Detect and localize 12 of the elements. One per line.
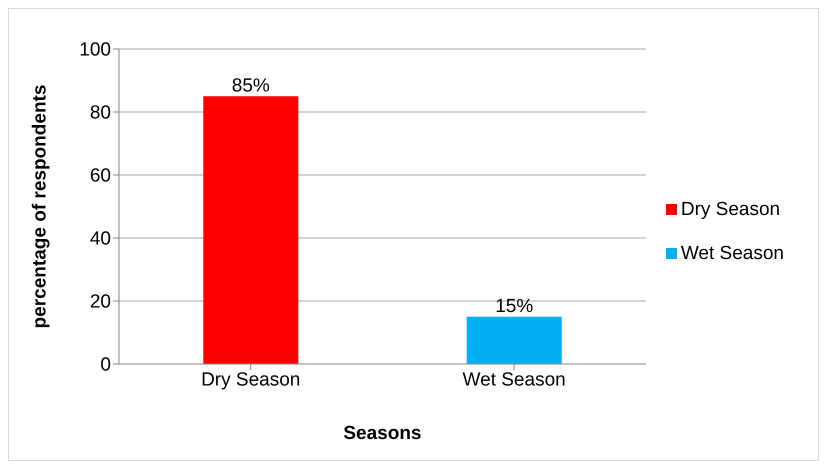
data-label: 85% [232, 75, 270, 96]
y-tick-label: 80 [90, 102, 111, 124]
y-tick-label: 40 [90, 228, 111, 250]
y-axis-title: percentage of respondents [30, 84, 51, 328]
y-tick-label: 20 [90, 292, 111, 313]
y-tick-label: 60 [90, 166, 111, 187]
x-axis-title: Seasons [343, 423, 422, 444]
legend-label: Dry Season [680, 198, 780, 220]
y-tick-label: 100 [79, 40, 111, 61]
data-label: 15% [495, 296, 534, 317]
y-tick-label: 0 [100, 354, 111, 376]
legend-label: Wet Season [680, 242, 784, 264]
